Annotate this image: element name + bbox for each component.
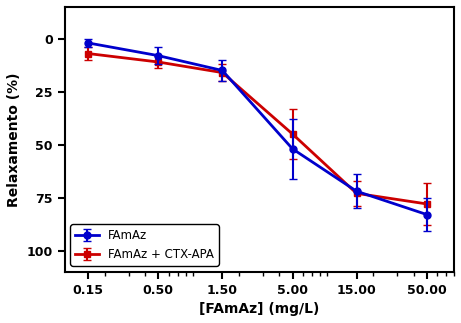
Legend: FAmAz, FAmAz + CTX-APA: FAmAz, FAmAz + CTX-APA: [71, 224, 219, 266]
X-axis label: [FAmAz] (mg/L): [FAmAz] (mg/L): [199, 302, 319, 316]
Y-axis label: Relaxamento (%): Relaxamento (%): [7, 72, 21, 207]
